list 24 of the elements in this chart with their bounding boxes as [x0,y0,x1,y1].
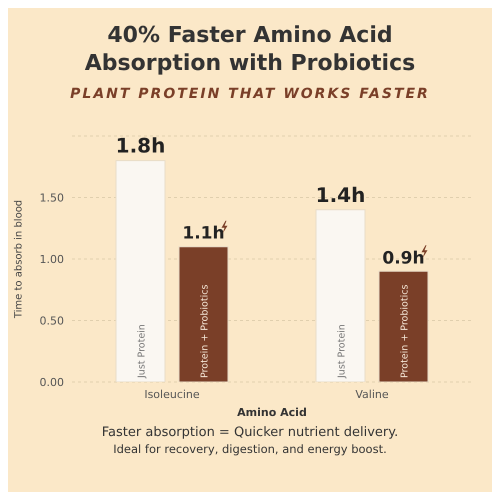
bar [316,209,366,382]
chart-title: 40% Faster Amino Acid Absorption with Probiotics [84,22,416,78]
bar [378,270,428,382]
data-label: 1.4h [316,182,366,207]
series-label: Protein + Probiotics [200,284,210,378]
y-tick-label: 1.50 [40,191,64,204]
y-tick-label: 0.00 [40,376,64,389]
data-label: 1.1h [182,224,225,244]
chart-subtitle: PLANT PROTEIN THAT WORKS FASTER [69,86,431,102]
x-tick-label: Isoleucine [144,388,200,401]
series-label: Just Protein [136,324,148,379]
text: Faster absorption = Quicker nutrient delivery. [100,424,400,441]
text: Protein + Probiotics [400,284,410,378]
x-axis-title: Amino Acid [237,406,307,419]
bar [116,160,166,382]
text: Ideal for recovery, digestion, and energy boost. [112,441,388,458]
y-axis-title: Time to absorb in blood [14,200,25,320]
data-label: 1.8h [116,134,166,158]
y-tick-label: 0.50 [40,314,64,328]
text: Just Protein [336,324,348,378]
data-label: 0.9h [382,248,425,268]
y-tick-label: 1.00 [40,252,64,266]
bar [178,246,228,382]
x-tick-label: Valine [355,388,389,401]
